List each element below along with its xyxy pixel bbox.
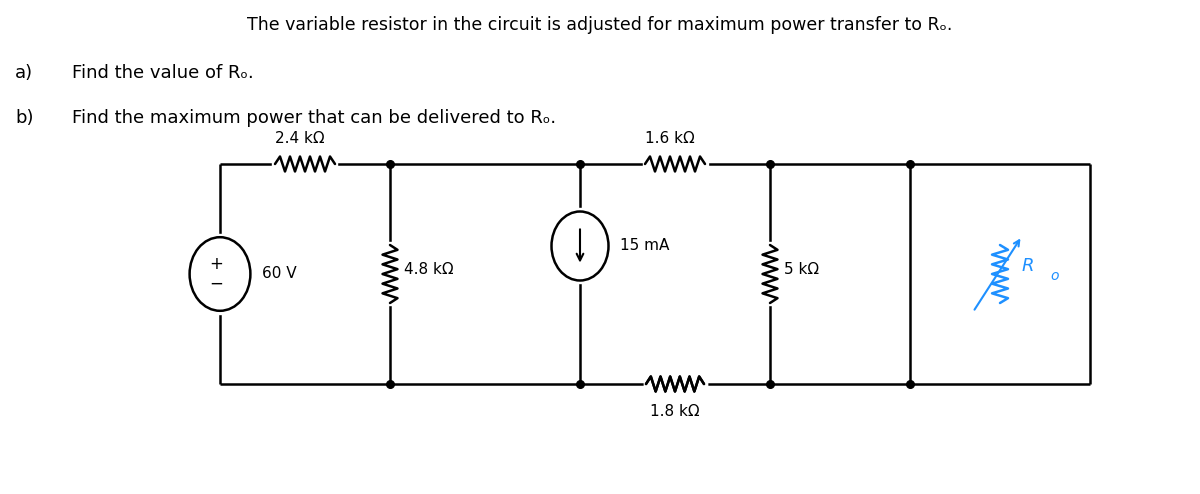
Text: R: R bbox=[1022, 257, 1034, 275]
Bar bbox=[380, 243, 400, 305]
Text: 15 mA: 15 mA bbox=[620, 239, 670, 253]
Text: −: − bbox=[209, 275, 223, 293]
Text: 5 kΩ: 5 kΩ bbox=[784, 261, 820, 277]
Text: 1.6 kΩ: 1.6 kΩ bbox=[646, 131, 695, 146]
Bar bbox=[643, 374, 707, 393]
Text: 4.8 kΩ: 4.8 kΩ bbox=[404, 261, 454, 277]
Bar bbox=[761, 243, 779, 305]
Ellipse shape bbox=[190, 237, 251, 311]
Text: 2.4 kΩ: 2.4 kΩ bbox=[275, 131, 325, 146]
Bar bbox=[643, 374, 707, 393]
Text: +: + bbox=[209, 255, 223, 273]
Text: Find the maximum power that can be delivered to Rₒ.: Find the maximum power that can be deliv… bbox=[72, 109, 556, 127]
Text: 1.8 kΩ: 1.8 kΩ bbox=[650, 404, 700, 419]
Bar bbox=[180, 234, 260, 314]
Text: a): a) bbox=[14, 64, 34, 82]
Bar bbox=[272, 155, 337, 173]
Text: 60 V: 60 V bbox=[262, 266, 296, 282]
Ellipse shape bbox=[552, 211, 608, 281]
Text: o: o bbox=[1050, 269, 1058, 283]
Bar bbox=[642, 155, 708, 173]
Bar bbox=[990, 243, 1010, 305]
Text: The variable resistor in the circuit is adjusted for maximum power transfer to R: The variable resistor in the circuit is … bbox=[247, 16, 953, 34]
Text: b): b) bbox=[14, 109, 34, 127]
Text: Find the value of Rₒ.: Find the value of Rₒ. bbox=[72, 64, 253, 82]
Bar bbox=[542, 208, 618, 284]
